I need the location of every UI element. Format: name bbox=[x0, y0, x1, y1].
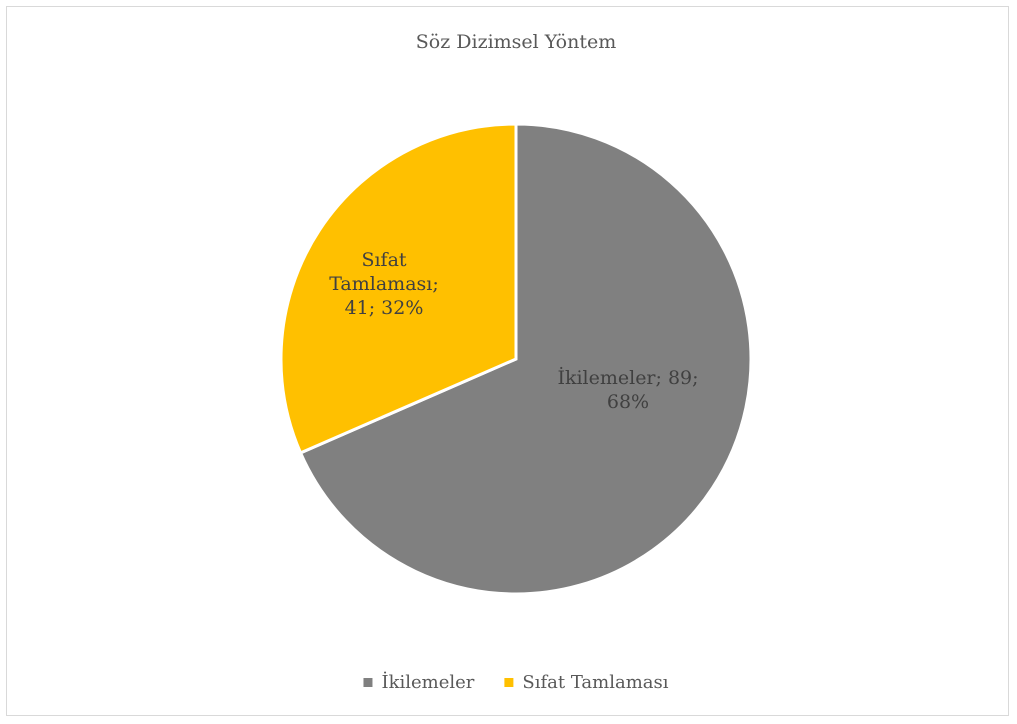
legend-marker-1 bbox=[504, 678, 514, 687]
slice-label-1: Sıfat Tamlaması; 41; 32% bbox=[329, 249, 439, 319]
legend-label-0: İkilemeler bbox=[381, 670, 474, 693]
pie-slice-1 bbox=[279, 122, 518, 455]
legend: İkilemeler Sıfat Tamlaması bbox=[363, 670, 669, 693]
legend-label-1: Sıfat Tamlaması bbox=[522, 672, 668, 693]
pie-slice-0 bbox=[298, 122, 753, 596]
slice-labels: İkilemeler; 89; 68% Sıfat Tamlaması; 41; 32% bbox=[329, 249, 698, 413]
slice-label-0: İkilemeler; 89; 68% bbox=[557, 366, 698, 413]
chart-title: Söz Dizimsel Yöntem bbox=[416, 31, 617, 53]
legend-marker-0 bbox=[363, 678, 373, 687]
pie-slices bbox=[279, 122, 753, 596]
